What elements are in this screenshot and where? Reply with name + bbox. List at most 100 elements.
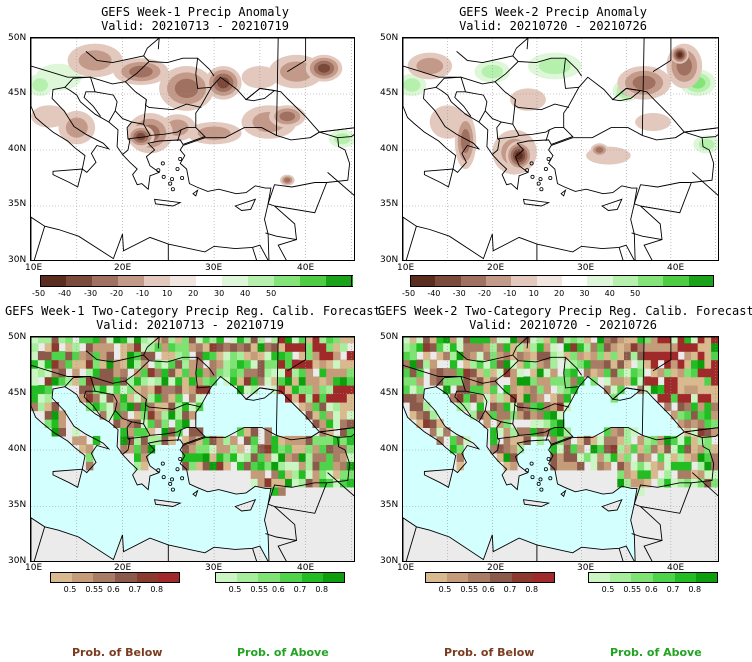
prob-grid-cell [182,461,190,471]
prob-grid-cell [140,418,149,428]
prob-grid-cell [523,402,531,412]
prob-grid-cell [697,402,705,412]
prob-grid-cell [416,393,424,403]
prob-grid-cell [175,418,183,428]
prob-grid-cell [597,359,605,369]
colorbar-tick-label: 30 [214,289,225,298]
prob-grid-cell [637,486,645,496]
prob-grid-cell [340,410,348,420]
prob-grid-cell [188,444,197,454]
prob-grid-cell [624,342,632,352]
prob-grid-cell [670,351,679,361]
prob-grid-cell [530,376,538,386]
prob-grid-cell [209,368,217,378]
lat-label-40n-p3: 40N [8,444,27,454]
country-border [31,65,91,78]
prob-grid-cell [503,410,511,420]
prob-grid-cell [691,385,699,395]
prob-grid-cell [188,410,197,420]
prob-grid-cell [127,351,135,361]
prob-grid-cell [490,351,498,361]
prob-grid-cell [490,359,498,369]
country-border [277,539,297,561]
prob-grid-cell [697,461,705,471]
prob-grid-cell [346,427,354,437]
prob-grid-cell [657,452,665,462]
prob-grid-cell [168,385,176,395]
prob-grid-cell [597,337,605,344]
prob-grid-cell [278,435,286,445]
prob-grid-cell [346,337,354,344]
prob-grid-cell [243,342,252,352]
prob-grid-cell [697,410,705,420]
prob-grid-cell [403,351,411,361]
prob-grid-cell [644,376,652,386]
prob-grid-cell [470,351,478,361]
prob-grid-cell [603,342,612,352]
prob-grid-cell [346,469,354,479]
prob-grid-cell [711,351,718,361]
prob-grid-cell [127,435,135,445]
prob-grid-cell [691,351,699,361]
prob-grid-cell [603,427,612,437]
prob-grid-cell [637,435,645,445]
prob-grid-cell [333,435,341,445]
prob-grid-cell [563,342,571,352]
prob-grid-cell [423,337,431,344]
prob-grid-cell [677,376,685,386]
prob-grid-cell [490,410,498,420]
prob-grid-cell [637,376,645,386]
country-border [492,399,516,455]
prob-grid-cell [684,469,692,479]
prob-grid-cell [326,359,334,369]
prob-grid-cell [603,359,612,369]
prob-grid-cell [188,337,197,344]
prob-grid-cell [195,435,204,445]
prob-grid-cell [704,410,712,420]
prob-grid-cell [182,444,190,454]
prob-grid-cell [154,393,163,403]
prob-grid-cell [195,376,204,386]
prob-grid-cell [697,444,705,454]
prob-grid-cell [530,385,538,395]
lat-label-50n-p3: 50N [8,332,27,342]
prob-grid-cell [154,376,163,386]
prob-grid-cell [319,461,327,471]
prob-grid-cell [657,478,665,488]
prob-grid-cell [637,337,645,344]
prob-above-colorbar-1: 0.5 0.55 0.6 0.7 0.8 [215,572,346,594]
prob-grid-cell [243,385,252,395]
island [156,468,161,473]
prob-grid-cell [285,435,293,445]
prob-grid-cell [610,385,618,395]
prob-grid-cell [570,359,578,369]
map-panel-4 [402,336,719,562]
prob-grid-cell [516,393,525,403]
lon-label-30e-p2: 30E [577,263,595,273]
colorbar-tick-label: 0.6 [645,585,658,594]
country-border [641,38,645,136]
prob-grid-cell [657,435,665,445]
prob-grid-cell [416,376,424,386]
prob-grid-cell [37,385,46,395]
country-border [512,337,546,356]
prob-grid-cell [704,469,712,479]
coastline-crimea [611,387,642,401]
prob-grid-cell [312,393,320,403]
prob-grid-cell [684,461,692,471]
prob-grid-cell [346,410,354,420]
prob-grid-cell [291,393,300,403]
prob-grid-cell [570,342,578,352]
prob-grid-cell [697,368,705,378]
anomaly-contour [595,147,604,153]
prob-grid-cell [429,337,438,344]
prob-grid-cell [216,368,224,378]
prob-grid-cell [657,351,665,361]
prob-grid-cell [570,368,578,378]
prob-grid-cell [516,368,525,378]
prob-grid-cell [92,402,101,412]
prob-grid-cell [243,461,252,471]
lon-label-10e-p2: 10E [397,263,415,273]
prob-grid-cell [326,351,334,361]
lat-label-40n-p1: 40N [8,144,27,154]
